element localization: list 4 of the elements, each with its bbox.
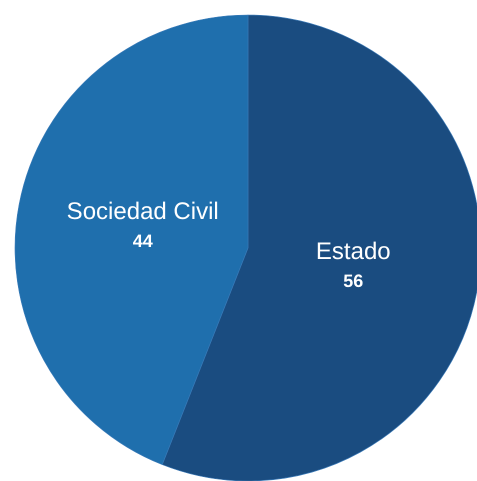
slice-label: Sociedad Civil xyxy=(66,198,219,225)
slice-label: Estado xyxy=(316,238,391,266)
data-label: 44 xyxy=(132,230,153,251)
data-label: 56 xyxy=(343,271,364,292)
